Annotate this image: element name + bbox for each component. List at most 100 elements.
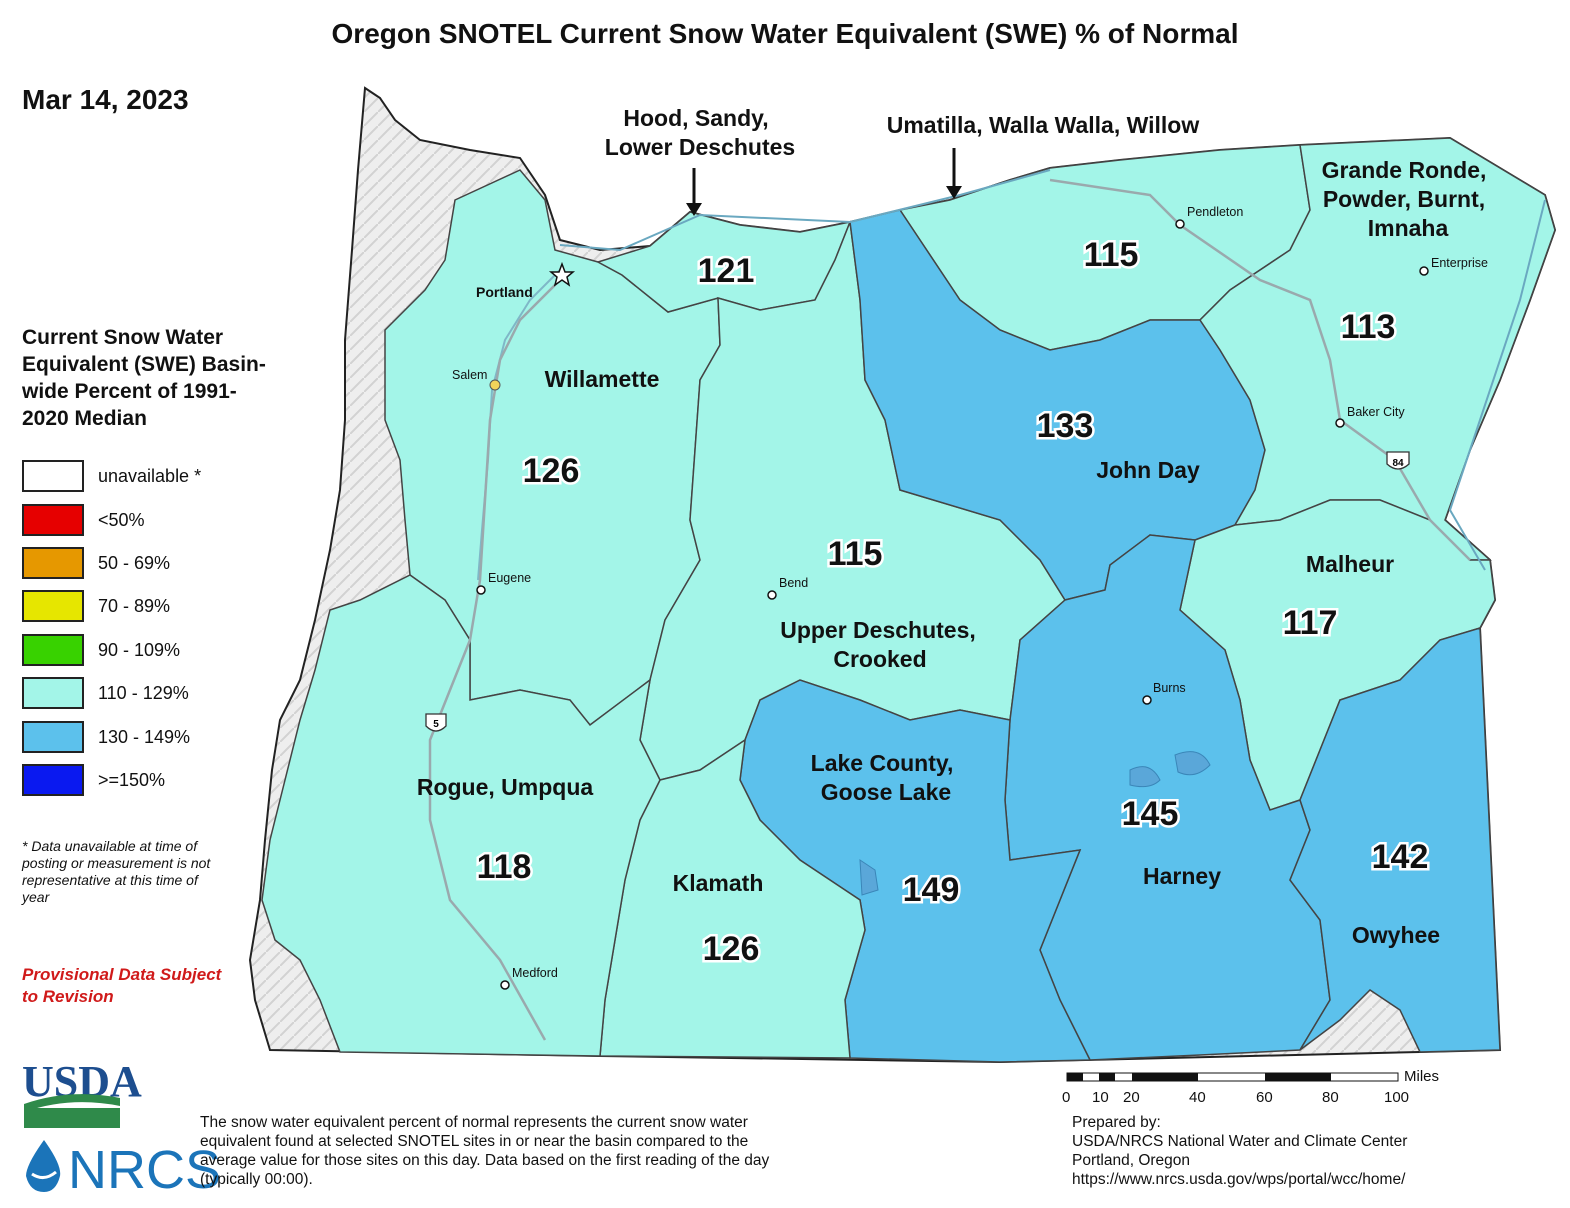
legend-swatch (22, 547, 84, 579)
burns-label: Burns (1153, 681, 1186, 695)
legend-swatch (22, 634, 84, 666)
lake-county-label-line2: Goose Lake (821, 779, 951, 805)
medford-marker (500, 980, 510, 990)
owyhee-value: 142 (1372, 838, 1429, 876)
portland-label: Portland (476, 284, 533, 300)
hood-callout-arrow (686, 168, 702, 216)
owyhee-label: Owyhee (1352, 922, 1440, 948)
umatilla-value: 115 (1084, 236, 1139, 274)
lake-county-value: 149 (903, 871, 960, 909)
baker-city-marker (1335, 418, 1345, 428)
legend-label: 50 - 69% (98, 553, 171, 573)
legend-label: 70 - 89% (98, 596, 171, 616)
scale-tick-10: 10 (1092, 1089, 1109, 1106)
malheur-value: 117 (1283, 604, 1338, 642)
burns-marker (1142, 695, 1152, 705)
harney-value: 145 (1122, 795, 1179, 833)
grande-ronde-label-line3: Imnaha (1368, 215, 1449, 241)
umatilla-callout: Umatilla, Walla Walla, Willow (887, 112, 1200, 138)
klamath-label: Klamath (673, 870, 764, 896)
description-text: The snow water equivalent percent of nor… (200, 1114, 770, 1188)
klamath-value: 126 (703, 930, 760, 968)
legend-label: <50% (98, 510, 145, 530)
map-date: Mar 14, 2023 (22, 84, 189, 115)
map-title: Oregon SNOTEL Current Snow Water Equival… (331, 18, 1239, 49)
legend-swatch (22, 460, 84, 492)
prepared-by-line3: Portland, Oregon (1072, 1152, 1191, 1169)
salem-label: Salem (452, 368, 487, 382)
legend-swatch (22, 764, 84, 796)
pendleton-label: Pendleton (1187, 205, 1243, 219)
legend-swatch (22, 590, 84, 622)
legend-swatch (22, 504, 84, 536)
enterprise-marker (1419, 266, 1429, 276)
legend-label: 90 - 109% (98, 640, 181, 660)
prepared-by: Prepared by: USDA/NRCS National Water an… (1072, 1113, 1492, 1189)
highway-i84 (1049, 178, 1471, 561)
scale-tick-0: 0 (1062, 1089, 1070, 1106)
legend-label: 130 - 149% (98, 727, 191, 747)
legend-swatch (22, 677, 84, 709)
baker-city-label: Baker City (1347, 405, 1405, 419)
goose-lake (859, 859, 879, 896)
eugene-marker (476, 585, 486, 595)
svg-text:84: 84 (1392, 458, 1404, 469)
hood-value: 121 (698, 252, 755, 290)
legend-label: >=150% (98, 770, 166, 790)
bend-label: Bend (779, 576, 808, 590)
highway-i5 (428, 279, 561, 1041)
lake-county-label-line1: Lake County, (811, 750, 954, 776)
provisional-notice: Provisional Data Subject to Revision (22, 965, 222, 1006)
svg-text:5: 5 (433, 719, 439, 730)
grande-ronde-value: 113 (1341, 308, 1396, 346)
prepared-by-line2: USDA/NRCS National Water and Climate Cen… (1072, 1133, 1408, 1150)
hood-callout-line2: Lower Deschutes (605, 134, 795, 160)
rogue-umpqua-label: Rogue, Umpqua (417, 774, 594, 800)
prepared-by-line1: Prepared by: (1072, 1114, 1161, 1131)
prepared-by-url[interactable]: https://www.nrcs.usda.gov/wps/portal/wcc… (1072, 1171, 1406, 1188)
legend-label: unavailable * (98, 466, 202, 486)
portland-marker (548, 261, 576, 287)
enterprise-label: Enterprise (1431, 256, 1488, 270)
willamette-label: Willamette (545, 366, 660, 392)
river-columbia (559, 169, 1051, 252)
eugene-label: Eugene (488, 571, 531, 585)
footnote: * Data unavailable at time of posting or… (22, 838, 211, 905)
upper-deschutes-label-line2: Crooked (833, 646, 926, 672)
medford-label: Medford (512, 966, 558, 980)
i84-shield: 84 (1386, 451, 1410, 470)
salem-marker (489, 379, 501, 391)
scale-unit: Miles (1404, 1068, 1439, 1085)
usda-logo: USDA (22, 1057, 142, 1128)
willamette-value: 126 (523, 452, 580, 490)
grande-ronde-label-line1: Grande Ronde, (1322, 157, 1487, 183)
legend-swatch (22, 721, 84, 753)
svg-text:NRCS: NRCS (68, 1140, 221, 1200)
river-snake (1448, 199, 1546, 571)
pendleton-marker (1175, 219, 1185, 229)
umatilla-callout-arrow (946, 148, 962, 199)
grande-ronde-label-line2: Powder, Burnt, (1323, 186, 1485, 212)
scale-bar: Miles 0 10 20 40 60 80 100 (1062, 1068, 1439, 1106)
basin-rogue-umpqua[interactable] (261, 574, 661, 1057)
rogue-umpqua-value: 118 (477, 848, 532, 886)
scale-tick-80: 80 (1322, 1089, 1339, 1106)
scale-tick-40: 40 (1189, 1089, 1206, 1106)
hood-callout-line1: Hood, Sandy, (623, 105, 768, 131)
upper-deschutes-value: 115 (828, 535, 883, 573)
upper-deschutes-label-line1: Upper Deschutes, (780, 617, 976, 643)
john-day-value: 133 (1037, 407, 1094, 445)
john-day-label: John Day (1096, 457, 1200, 483)
scale-tick-20: 20 (1123, 1089, 1140, 1106)
nrcs-logo: NRCS (26, 1140, 221, 1200)
harney-label: Harney (1143, 863, 1221, 889)
legend-label: 110 - 129% (98, 683, 189, 703)
scale-tick-100: 100 (1384, 1089, 1409, 1106)
i5-shield: 5 (425, 713, 447, 732)
scale-tick-60: 60 (1256, 1089, 1273, 1106)
harney-lake (1129, 751, 1211, 788)
bend-marker (767, 590, 777, 600)
legend-title: Current Snow Water Equivalent (SWE) Basi… (22, 326, 266, 430)
basin-owyhee[interactable] (1289, 627, 1501, 1053)
